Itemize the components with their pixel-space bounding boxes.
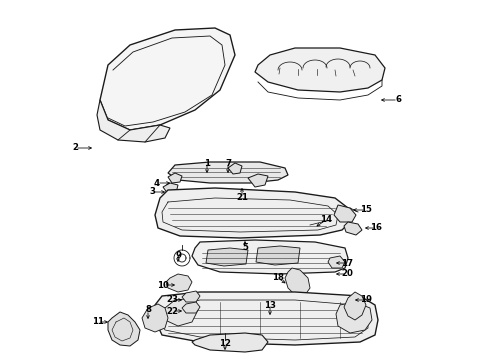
Text: 15: 15 <box>360 206 372 215</box>
Text: 11: 11 <box>92 318 104 327</box>
Polygon shape <box>256 246 300 265</box>
Polygon shape <box>228 163 242 174</box>
Text: 6: 6 <box>395 95 401 104</box>
Text: 21: 21 <box>236 194 248 202</box>
Text: 5: 5 <box>242 243 248 252</box>
Text: 12: 12 <box>219 338 231 347</box>
Polygon shape <box>100 28 235 130</box>
Text: 13: 13 <box>264 301 276 310</box>
Text: 18: 18 <box>272 274 284 283</box>
Polygon shape <box>336 302 372 333</box>
Text: 9: 9 <box>175 251 181 260</box>
Polygon shape <box>142 304 168 332</box>
Text: 17: 17 <box>341 258 353 267</box>
Polygon shape <box>206 248 248 266</box>
Polygon shape <box>192 240 348 274</box>
Text: 7: 7 <box>225 158 231 167</box>
Polygon shape <box>97 100 170 142</box>
Text: 8: 8 <box>145 306 151 315</box>
Polygon shape <box>155 188 350 238</box>
Polygon shape <box>163 183 178 194</box>
Text: 16: 16 <box>370 224 382 233</box>
Polygon shape <box>328 256 345 268</box>
Polygon shape <box>192 333 268 352</box>
Text: 19: 19 <box>360 296 372 305</box>
Polygon shape <box>162 298 198 326</box>
Text: 4: 4 <box>154 179 160 188</box>
Polygon shape <box>155 292 378 345</box>
Polygon shape <box>168 162 288 183</box>
Text: 1: 1 <box>204 158 210 167</box>
Polygon shape <box>334 205 356 222</box>
Text: 2: 2 <box>72 144 78 153</box>
Text: 3: 3 <box>149 188 155 197</box>
Polygon shape <box>344 222 362 235</box>
Text: 23: 23 <box>166 296 178 305</box>
Polygon shape <box>285 268 310 295</box>
Polygon shape <box>108 312 140 346</box>
Text: 22: 22 <box>166 306 178 315</box>
Text: 10: 10 <box>157 280 169 289</box>
Polygon shape <box>255 48 385 92</box>
Text: 20: 20 <box>341 270 353 279</box>
Polygon shape <box>182 291 200 302</box>
Polygon shape <box>166 274 192 292</box>
Polygon shape <box>344 292 366 320</box>
Polygon shape <box>168 173 182 183</box>
Text: 14: 14 <box>320 216 332 225</box>
Polygon shape <box>182 302 200 313</box>
Polygon shape <box>248 174 268 187</box>
